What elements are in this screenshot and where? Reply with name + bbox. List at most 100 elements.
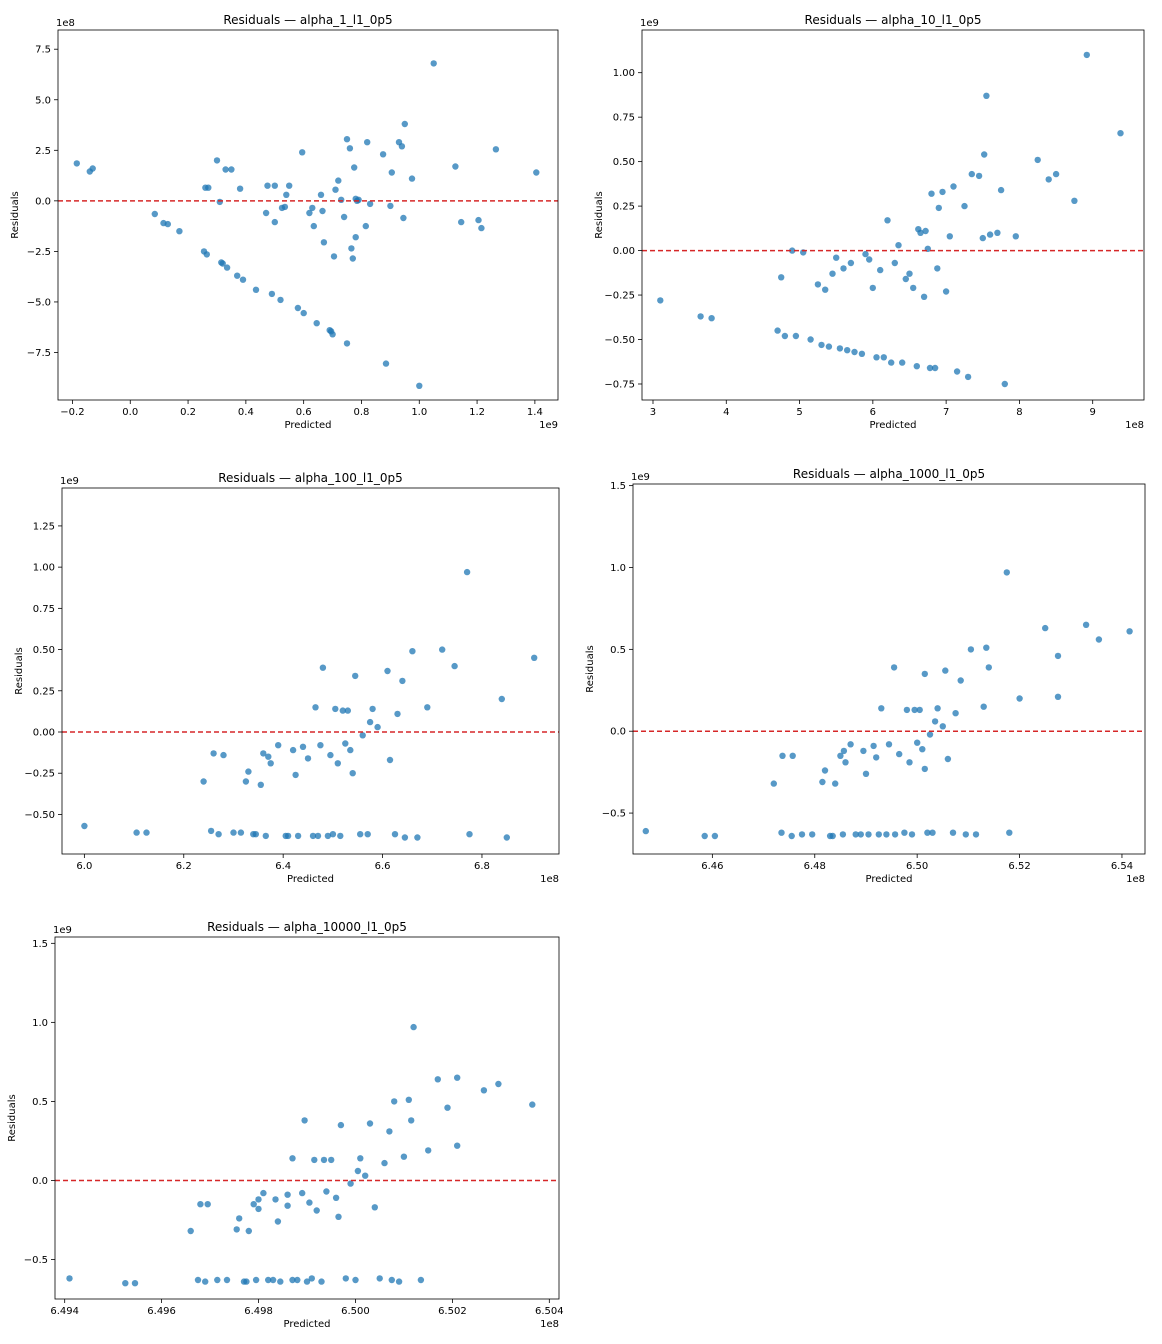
- x-axis-offset-label: 1e8: [1126, 874, 1145, 885]
- scatter-point: [332, 186, 339, 193]
- scatter-point: [873, 754, 880, 761]
- scatter-point: [953, 368, 961, 375]
- y-axis-label: Residuals: [585, 645, 596, 692]
- scatter-point: [374, 723, 381, 731]
- scatter-point: [252, 286, 260, 293]
- scatter-point: [222, 166, 229, 173]
- subplot-alpha-1000: Residuals — alpha_1000_l1_0p5 1e9 6.46 6.48…: [585, 467, 1146, 885]
- scatter-point: [1052, 170, 1060, 178]
- scatter-point: [252, 831, 259, 838]
- scatter-points: [73, 60, 540, 389]
- x-tick-label: 6.502: [438, 1306, 467, 1317]
- scatter-point: [920, 293, 928, 300]
- scatter-point: [284, 832, 292, 840]
- scatter-point: [942, 667, 949, 674]
- scatter-point: [942, 288, 950, 295]
- scatter-point: [187, 1227, 194, 1235]
- y-tick-label: −0.50: [24, 810, 55, 821]
- scatter-point: [922, 227, 929, 235]
- scatter-point: [829, 270, 836, 277]
- scatter-point: [386, 1128, 393, 1135]
- scatter-point: [384, 667, 391, 675]
- scatter-point: [277, 1278, 284, 1285]
- scatter-point: [884, 217, 891, 224]
- scatter-point: [821, 767, 829, 774]
- scatter-point: [264, 182, 271, 189]
- scatter-point: [822, 286, 829, 293]
- scatter-point: [320, 1156, 328, 1164]
- scatter-point: [289, 1276, 296, 1284]
- scatter-point: [972, 831, 980, 838]
- scatter-point: [910, 284, 917, 292]
- scatter-point: [924, 829, 931, 836]
- scatter-point: [926, 731, 934, 738]
- y-tick-label: −0.75: [604, 379, 635, 390]
- y-tick-label: −0.50: [604, 335, 635, 346]
- x-tick-label: 1.0: [411, 407, 427, 418]
- y-tick-label: −0.5: [602, 809, 626, 820]
- scatter-point: [359, 732, 366, 739]
- scatter-point: [349, 255, 356, 262]
- scatter-point: [216, 198, 223, 206]
- scatter-point: [272, 1196, 279, 1203]
- scatter-point: [939, 723, 946, 730]
- scatter-points: [81, 568, 538, 841]
- scatter-point: [277, 296, 284, 304]
- scatter-point: [840, 265, 847, 272]
- scatter-point: [792, 332, 800, 340]
- scatter-point: [292, 771, 299, 779]
- scatter-point: [529, 1101, 536, 1108]
- scatter-point: [317, 742, 324, 749]
- chart-title: Residuals — alpha_100_l1_0p5: [218, 471, 403, 485]
- scatter-point: [255, 1196, 262, 1203]
- y-axis-offset-label: 1e8: [56, 18, 75, 29]
- scatter-point: [204, 1201, 211, 1208]
- scatter-point: [369, 705, 376, 713]
- scatter-point: [210, 750, 217, 757]
- scatter-point: [466, 831, 473, 838]
- scatter-point: [352, 234, 359, 241]
- scatter-point: [409, 648, 416, 655]
- scatter-point: [313, 320, 320, 327]
- scatter-point: [885, 741, 893, 748]
- scatter-point: [267, 760, 274, 767]
- y-tick-label: 1.00: [33, 563, 55, 574]
- scatter-point: [294, 1276, 301, 1284]
- scatter-point: [860, 747, 867, 755]
- scatter-point: [983, 92, 990, 100]
- scatter-point: [939, 188, 946, 196]
- scatter-point: [935, 204, 942, 212]
- scatter-point: [895, 242, 902, 249]
- scatter-point: [294, 304, 302, 312]
- scatter-point: [1054, 652, 1062, 660]
- scatter-point: [250, 1201, 257, 1208]
- scatter-point: [1126, 628, 1133, 635]
- scatter-point: [837, 752, 844, 759]
- scatter-point: [252, 1276, 260, 1284]
- y-tick-label: 1.5: [32, 939, 48, 950]
- scatter-point: [332, 1194, 340, 1202]
- x-tick-label: 6.48: [804, 861, 826, 872]
- scatter-point: [351, 164, 358, 171]
- scatter-point: [914, 739, 921, 746]
- y-axis-label: Residuals: [7, 1094, 18, 1141]
- scatter-point: [891, 831, 899, 838]
- scatter-point: [289, 746, 297, 754]
- scatter-point: [73, 160, 81, 167]
- scatter-point: [289, 1155, 296, 1162]
- scatter-point: [870, 742, 877, 750]
- scatter-point: [312, 704, 319, 711]
- scatter-point: [414, 834, 421, 841]
- scatter-point: [344, 707, 351, 714]
- scatter-point: [271, 218, 278, 226]
- scatter-point: [348, 245, 355, 252]
- x-tick-label: 0.0: [122, 407, 138, 418]
- scatter-point: [478, 224, 485, 232]
- y-tick-label: −2.5: [27, 247, 51, 258]
- scatter-point: [339, 707, 346, 714]
- x-tick-label: 8: [1016, 407, 1022, 418]
- scatter-point: [366, 1120, 374, 1127]
- x-tick-label: 6.504: [535, 1306, 564, 1317]
- scatter-point: [228, 166, 235, 173]
- scatter-point: [809, 831, 816, 838]
